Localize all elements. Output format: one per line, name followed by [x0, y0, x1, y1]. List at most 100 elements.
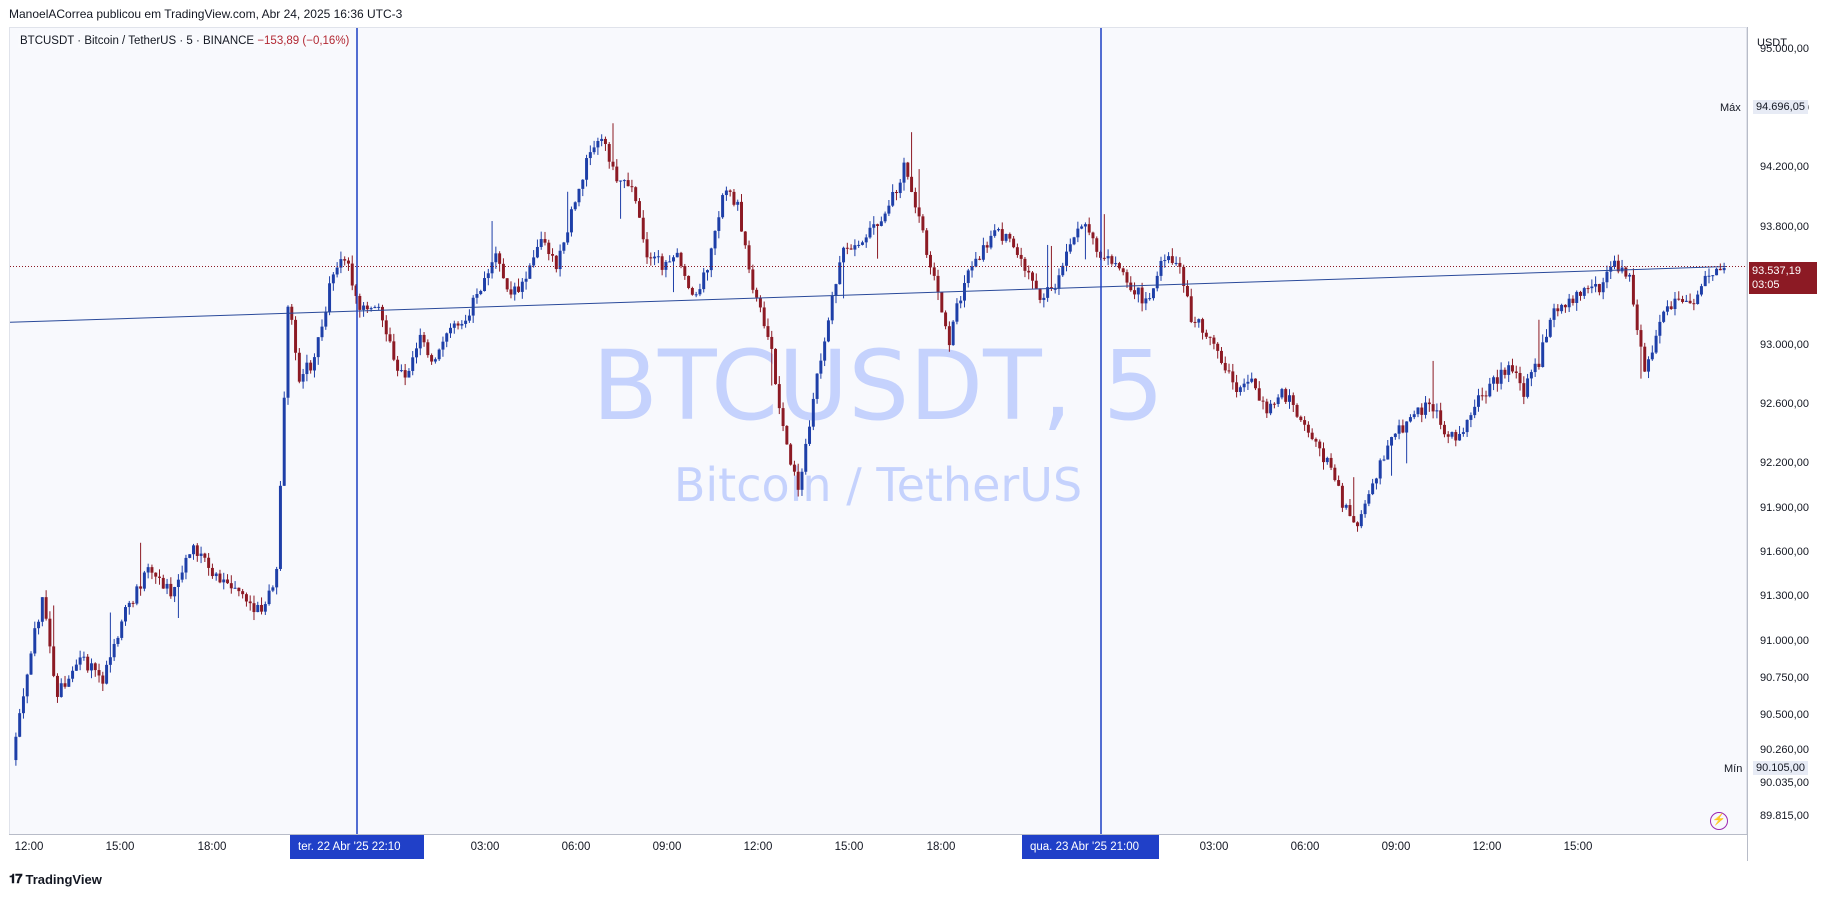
candle	[184, 554, 188, 580]
candlestick-plot[interactable]	[10, 28, 1747, 834]
max-label: Máx	[1720, 102, 1741, 114]
candle	[1597, 283, 1601, 296]
candle	[1356, 521, 1360, 532]
price-tick-label: 91.600,00	[1760, 546, 1809, 558]
candle	[698, 283, 702, 297]
candle	[721, 193, 725, 219]
candle	[1590, 279, 1594, 294]
price-tick-label: 91.900,00	[1760, 501, 1809, 514]
time-tick-label: 09:00	[1381, 841, 1411, 853]
candle	[407, 368, 411, 378]
candle	[1076, 221, 1080, 243]
candle	[350, 255, 354, 291]
candle	[1567, 293, 1571, 313]
candle	[1510, 358, 1514, 374]
candle	[569, 206, 573, 237]
candle	[641, 210, 645, 243]
candle	[1189, 288, 1193, 324]
candle	[842, 246, 846, 299]
candle	[581, 179, 585, 197]
chart-frame[interactable]	[9, 27, 1747, 861]
candle	[1212, 334, 1216, 350]
candle	[267, 584, 271, 606]
candle	[902, 157, 906, 191]
candle	[554, 255, 558, 273]
candle	[1004, 233, 1008, 243]
candle	[1699, 283, 1703, 297]
candle	[297, 348, 301, 384]
candle	[1288, 389, 1291, 409]
candle	[1684, 294, 1688, 302]
candle	[1333, 464, 1337, 482]
candle	[1144, 292, 1148, 311]
candle	[1250, 372, 1254, 384]
candle	[1061, 262, 1065, 277]
candle	[229, 575, 233, 594]
current-price-value: 93.537,19	[1752, 265, 1801, 277]
candle	[1197, 318, 1201, 328]
candle	[853, 239, 857, 257]
candle	[675, 248, 679, 258]
candle	[955, 298, 959, 325]
candle	[694, 291, 698, 298]
candle	[728, 189, 732, 197]
candle	[275, 566, 279, 595]
candle	[282, 391, 286, 486]
candle	[154, 572, 158, 584]
candle	[1488, 377, 1492, 398]
candle	[388, 327, 392, 343]
candle	[1242, 378, 1246, 392]
candle	[1548, 317, 1552, 338]
candle	[475, 288, 479, 304]
candle	[1579, 290, 1582, 301]
candle	[535, 239, 539, 259]
candle	[324, 306, 328, 330]
candle	[1563, 304, 1567, 313]
candle	[445, 332, 449, 348]
symbol-legend[interactable]: BTCUSDT · Bitcoin / TetherUS · 5 · BINAN…	[18, 34, 352, 48]
candle	[944, 310, 948, 330]
candle	[105, 660, 109, 685]
candle	[815, 373, 819, 404]
candle	[600, 134, 604, 147]
candle	[1639, 324, 1643, 379]
time-tick-label: 06:00	[1290, 841, 1320, 853]
lightning-icon[interactable]: ⚡	[1710, 812, 1728, 830]
candle	[1136, 287, 1140, 303]
candle	[921, 214, 925, 233]
candle	[1529, 369, 1533, 387]
candle	[1495, 369, 1499, 392]
time-tick-label: 03:00	[470, 841, 500, 853]
candle	[460, 320, 464, 330]
candle	[260, 597, 264, 615]
candle	[1408, 414, 1412, 423]
candle	[1155, 271, 1159, 292]
trendline[interactable]	[10, 266, 1727, 323]
candle	[947, 321, 951, 352]
candle	[188, 554, 192, 559]
candle	[917, 169, 921, 223]
price-scale-currency[interactable]: USDT	[1757, 37, 1787, 49]
candle	[392, 333, 396, 362]
candle	[1348, 499, 1352, 517]
candle	[1325, 456, 1329, 465]
candle	[415, 342, 418, 364]
candle	[1673, 292, 1677, 316]
candle	[1605, 265, 1609, 289]
candle	[1219, 346, 1223, 365]
candle	[1057, 268, 1061, 295]
candle	[21, 688, 25, 719]
candle	[1102, 214, 1106, 261]
candle	[1586, 285, 1590, 294]
candle	[1692, 298, 1696, 311]
price-scale[interactable]	[1747, 27, 1828, 861]
candle	[573, 201, 577, 211]
candle	[566, 191, 570, 245]
legend-symbol: BTCUSDT · Bitcoin / TetherUS · 5 · BINAN…	[20, 35, 255, 47]
candle	[384, 315, 388, 342]
candle	[464, 314, 468, 328]
candle	[1065, 243, 1069, 272]
time-marker-badge-1: ter. 22 Abr '25 22:10	[290, 835, 424, 859]
tradingview-logo[interactable]: 𝟏𝟕 TradingView	[9, 871, 102, 887]
candle	[1420, 403, 1424, 423]
